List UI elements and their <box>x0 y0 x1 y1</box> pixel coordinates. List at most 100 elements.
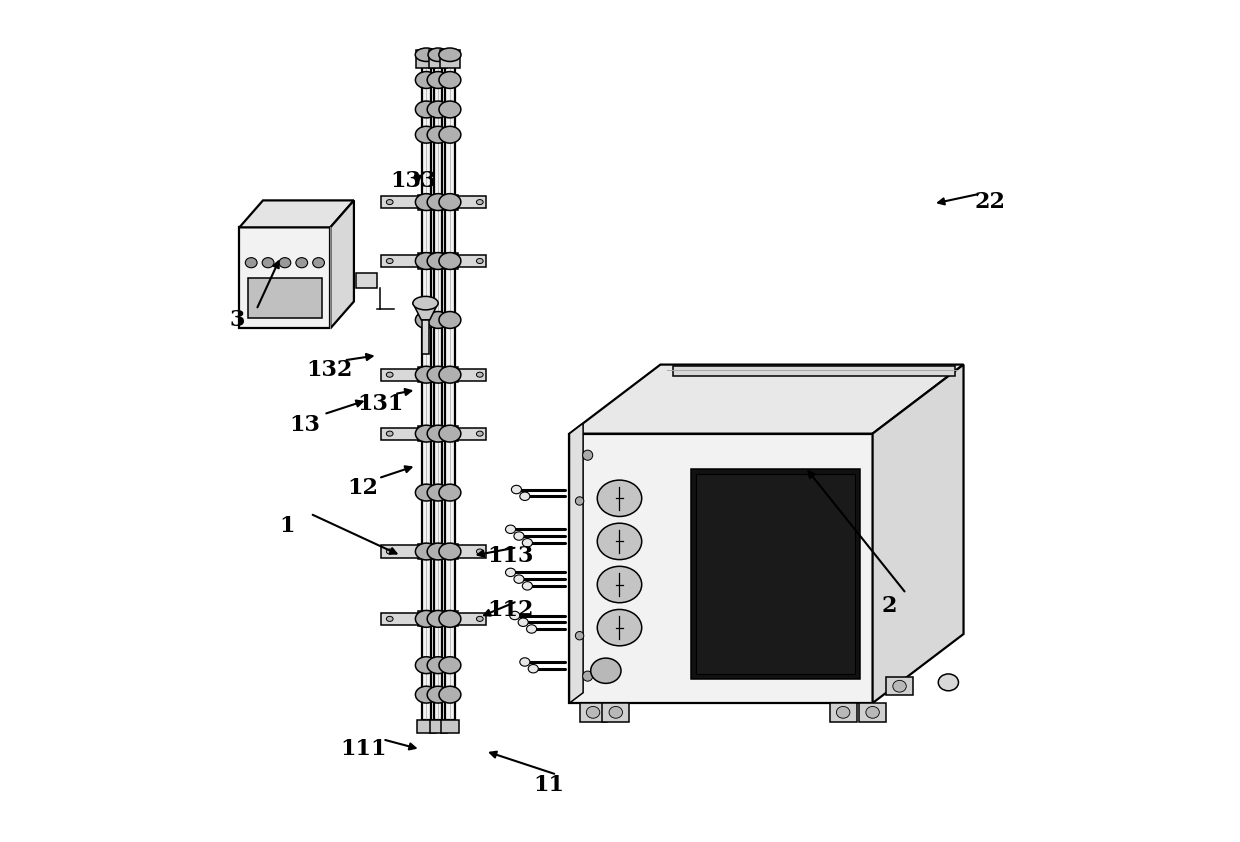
Bar <box>456 255 486 267</box>
Bar <box>381 369 422 381</box>
Ellipse shape <box>866 706 879 718</box>
Ellipse shape <box>522 539 532 547</box>
Ellipse shape <box>387 616 393 621</box>
Ellipse shape <box>279 258 290 268</box>
Text: 2: 2 <box>882 595 898 617</box>
Ellipse shape <box>428 126 449 143</box>
Ellipse shape <box>511 485 522 493</box>
Ellipse shape <box>506 568 516 577</box>
Polygon shape <box>330 200 353 328</box>
Text: 22: 22 <box>975 191 1006 213</box>
Ellipse shape <box>513 575 525 584</box>
Bar <box>418 544 458 559</box>
Bar <box>418 611 458 626</box>
Ellipse shape <box>513 532 525 541</box>
Bar <box>417 50 436 68</box>
Ellipse shape <box>439 610 461 627</box>
Bar <box>579 703 606 722</box>
Ellipse shape <box>598 610 642 646</box>
Ellipse shape <box>939 674 959 690</box>
Bar <box>445 59 455 720</box>
Bar <box>603 703 629 722</box>
Ellipse shape <box>428 366 449 383</box>
Ellipse shape <box>415 101 438 118</box>
Ellipse shape <box>837 706 849 718</box>
Ellipse shape <box>415 686 438 703</box>
Bar <box>248 278 322 318</box>
Polygon shape <box>239 200 353 227</box>
Ellipse shape <box>575 632 584 640</box>
Bar <box>429 50 448 68</box>
Ellipse shape <box>439 543 461 560</box>
Ellipse shape <box>439 194 461 210</box>
Ellipse shape <box>476 549 484 554</box>
Text: 13: 13 <box>289 414 320 436</box>
Bar <box>418 367 458 382</box>
Text: 3: 3 <box>229 309 244 331</box>
Bar <box>381 613 422 625</box>
Ellipse shape <box>520 492 529 500</box>
Ellipse shape <box>575 497 584 505</box>
Ellipse shape <box>428 312 449 328</box>
Ellipse shape <box>428 425 449 442</box>
Ellipse shape <box>506 525 516 534</box>
Bar <box>887 677 913 695</box>
Ellipse shape <box>428 657 449 674</box>
Polygon shape <box>413 303 438 320</box>
Text: 1: 1 <box>280 515 295 537</box>
Ellipse shape <box>415 425 438 442</box>
Bar <box>673 366 955 376</box>
Ellipse shape <box>387 200 393 205</box>
Ellipse shape <box>439 425 461 442</box>
Text: 132: 132 <box>306 360 352 381</box>
Text: 113: 113 <box>487 545 533 567</box>
Ellipse shape <box>476 372 484 377</box>
Bar <box>422 320 429 354</box>
Ellipse shape <box>439 101 461 118</box>
Ellipse shape <box>415 253 438 269</box>
Ellipse shape <box>518 618 528 626</box>
Ellipse shape <box>476 258 484 264</box>
Bar <box>434 59 443 720</box>
Ellipse shape <box>520 658 529 666</box>
Bar <box>440 720 459 733</box>
Ellipse shape <box>598 480 642 516</box>
Ellipse shape <box>598 523 642 560</box>
Ellipse shape <box>415 484 438 501</box>
Ellipse shape <box>439 253 461 269</box>
Ellipse shape <box>439 48 461 61</box>
Text: 112: 112 <box>487 600 533 621</box>
Ellipse shape <box>428 543 449 560</box>
Ellipse shape <box>439 312 461 328</box>
Ellipse shape <box>590 658 621 684</box>
Ellipse shape <box>415 48 438 61</box>
Polygon shape <box>569 365 963 434</box>
Bar <box>456 546 486 557</box>
Polygon shape <box>569 424 583 703</box>
Text: 11: 11 <box>533 774 564 796</box>
Ellipse shape <box>387 372 393 377</box>
Ellipse shape <box>476 616 484 621</box>
Bar <box>440 50 460 68</box>
Ellipse shape <box>609 706 622 718</box>
Ellipse shape <box>387 258 393 264</box>
Ellipse shape <box>598 567 642 603</box>
Ellipse shape <box>415 72 438 88</box>
Polygon shape <box>356 273 377 288</box>
Ellipse shape <box>415 610 438 627</box>
Ellipse shape <box>387 431 393 436</box>
Ellipse shape <box>528 664 538 673</box>
Ellipse shape <box>415 366 438 383</box>
Bar <box>456 196 486 208</box>
Ellipse shape <box>415 312 438 328</box>
Bar <box>381 255 422 267</box>
Bar <box>859 703 887 722</box>
Bar <box>417 720 435 733</box>
Bar <box>239 227 330 328</box>
Bar <box>381 546 422 557</box>
Ellipse shape <box>415 126 438 143</box>
Ellipse shape <box>246 258 257 268</box>
Bar <box>696 474 856 674</box>
Ellipse shape <box>522 582 532 590</box>
Ellipse shape <box>312 258 325 268</box>
